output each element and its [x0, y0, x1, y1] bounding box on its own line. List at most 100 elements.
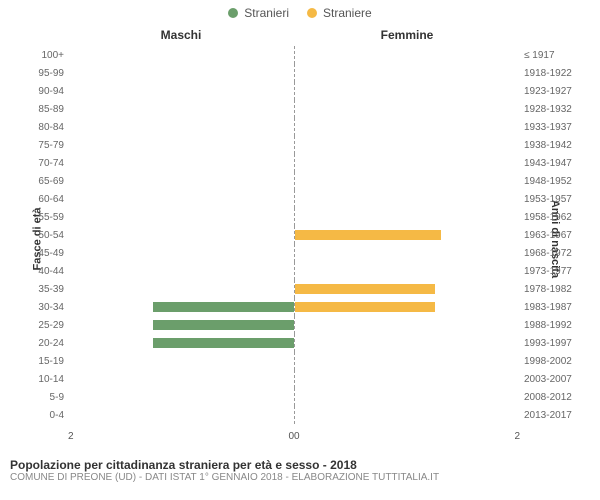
chart-row: 80-841933-1937 [68, 118, 520, 136]
x-tick: 0 [294, 431, 300, 442]
age-tick: 95-99 [20, 68, 64, 79]
female-half [295, 136, 521, 154]
x-axis-left: 2 0 [68, 431, 294, 442]
chart-subtitle: COMUNE DI PREONE (UD) - Dati ISTAT 1° ge… [10, 472, 590, 483]
female-half [295, 388, 521, 406]
col-title-right: Femmine [294, 28, 520, 42]
chart-row: 35-391978-1982 [68, 280, 520, 298]
birth-tick: 1928-1932 [524, 104, 592, 115]
legend: Stranieri Straniere [0, 0, 600, 24]
chart-row: 65-691948-1952 [68, 172, 520, 190]
age-tick: 90-94 [20, 86, 64, 97]
male-half [68, 244, 295, 262]
birth-tick: 2008-2012 [524, 392, 592, 403]
male-half [68, 334, 295, 352]
birth-tick: 1963-1967 [524, 230, 592, 241]
chart-title: Popolazione per cittadinanza straniera p… [10, 458, 590, 472]
chart-row: 30-341983-1987 [68, 298, 520, 316]
birth-tick: 1923-1927 [524, 86, 592, 97]
male-half [68, 316, 295, 334]
age-tick: 10-14 [20, 374, 64, 385]
male-half [68, 352, 295, 370]
birth-tick: 1978-1982 [524, 284, 592, 295]
female-half [295, 190, 521, 208]
female-bar [295, 230, 442, 241]
male-half [68, 388, 295, 406]
age-tick: 45-49 [20, 248, 64, 259]
chart-row: 75-791938-1942 [68, 136, 520, 154]
male-half [68, 154, 295, 172]
age-tick: 50-54 [20, 230, 64, 241]
female-half [295, 118, 521, 136]
birth-tick: 1948-1952 [524, 176, 592, 187]
birth-tick: 1973-1977 [524, 266, 592, 277]
column-titles: Maschi Femmine [0, 28, 600, 42]
birth-tick: 1998-2002 [524, 356, 592, 367]
female-bar [295, 284, 436, 295]
birth-tick: 1918-1922 [524, 68, 592, 79]
age-tick: 30-34 [20, 302, 64, 313]
age-tick: 25-29 [20, 320, 64, 331]
male-half [68, 406, 295, 424]
chart-row: 20-241993-1997 [68, 334, 520, 352]
male-half [68, 190, 295, 208]
age-tick: 75-79 [20, 140, 64, 151]
birth-tick: 1983-1987 [524, 302, 592, 313]
female-half [295, 64, 521, 82]
pyramid-chart: Maschi Femmine Fasce di età Anni di nasc… [0, 24, 600, 454]
birth-tick: 1988-1992 [524, 320, 592, 331]
chart-row: 50-541963-1967 [68, 226, 520, 244]
chart-row: 40-441973-1977 [68, 262, 520, 280]
male-half [68, 82, 295, 100]
female-half [295, 370, 521, 388]
chart-row: 60-641953-1957 [68, 190, 520, 208]
birth-tick: 2013-2017 [524, 410, 592, 421]
legend-item-male: Stranieri [228, 6, 289, 20]
chart-row: 70-741943-1947 [68, 154, 520, 172]
age-tick: 5-9 [20, 392, 64, 403]
female-half [295, 334, 521, 352]
male-half [68, 298, 295, 316]
swatch-male [228, 8, 238, 18]
age-tick: 40-44 [20, 266, 64, 277]
male-half [68, 46, 295, 64]
age-tick: 35-39 [20, 284, 64, 295]
male-bar [153, 320, 294, 331]
age-tick: 20-24 [20, 338, 64, 349]
legend-item-female: Straniere [307, 6, 372, 20]
male-half [68, 370, 295, 388]
chart-row: 55-591958-1962 [68, 208, 520, 226]
swatch-female [307, 8, 317, 18]
female-half [295, 280, 521, 298]
female-half [295, 316, 521, 334]
legend-label-male: Stranieri [244, 6, 289, 20]
female-half [295, 262, 521, 280]
x-axis: 2 0 0 2 [68, 431, 520, 442]
birth-tick: 1938-1942 [524, 140, 592, 151]
female-half [295, 100, 521, 118]
birth-tick: ≤ 1917 [524, 50, 592, 61]
x-tick: 2 [514, 431, 520, 442]
female-half [295, 46, 521, 64]
female-half [295, 298, 521, 316]
age-tick: 80-84 [20, 122, 64, 133]
chart-row: 100+≤ 1917 [68, 46, 520, 64]
male-half [68, 262, 295, 280]
x-tick: 2 [68, 431, 74, 442]
legend-label-female: Straniere [323, 6, 372, 20]
age-tick: 65-69 [20, 176, 64, 187]
birth-tick: 2003-2007 [524, 374, 592, 385]
chart-row: 95-991918-1922 [68, 64, 520, 82]
age-tick: 100+ [20, 50, 64, 61]
rows-container: 100+≤ 191795-991918-192290-941923-192785… [68, 46, 520, 424]
female-half [295, 406, 521, 424]
birth-tick: 1958-1962 [524, 212, 592, 223]
chart-row: 90-941923-1927 [68, 82, 520, 100]
male-half [68, 208, 295, 226]
age-tick: 55-59 [20, 212, 64, 223]
male-half [68, 118, 295, 136]
chart-row: 0-42013-2017 [68, 406, 520, 424]
female-half [295, 208, 521, 226]
female-half [295, 352, 521, 370]
birth-tick: 1943-1947 [524, 158, 592, 169]
